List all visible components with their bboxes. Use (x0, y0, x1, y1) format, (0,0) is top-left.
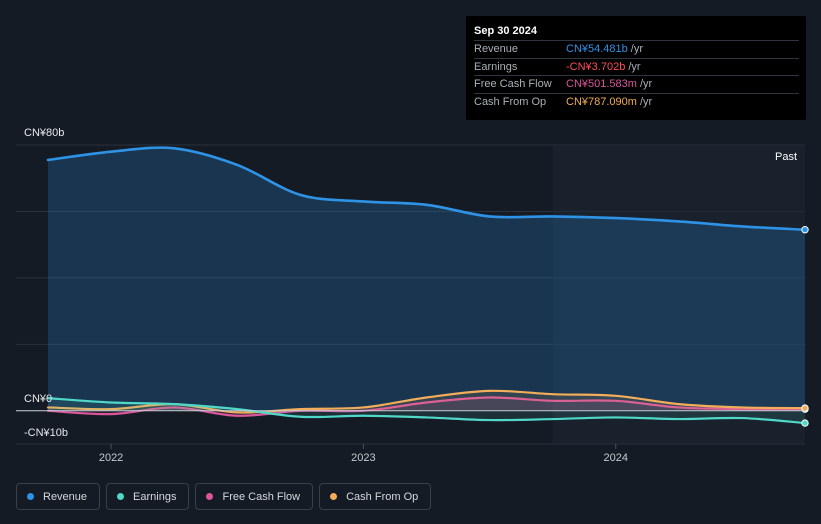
legend-item-revenue[interactable]: Revenue (16, 483, 101, 510)
tooltip-row-free-cash-flow: Free Cash Flow CN¥501.583m /yr (474, 75, 799, 93)
legend-label: Free Cash Flow (222, 490, 301, 503)
earnings-end-point (801, 419, 809, 427)
x-axis-label: 2022 (99, 452, 123, 464)
series-layer (46, 146, 809, 427)
tooltip-label: Free Cash Flow (474, 78, 552, 91)
x-axis-label: 2023 (351, 452, 375, 464)
legend: Revenue Earnings Free Cash Flow Cash Fro… (16, 483, 432, 510)
tooltip-label: Earnings (474, 60, 518, 73)
legend-dot-icon (330, 493, 338, 500)
tooltip-date: Sep 30 2024 (474, 25, 537, 37)
revenue-area (48, 147, 805, 411)
tooltip-row-revenue: Revenue CN¥54.481b /yr (474, 40, 799, 58)
y-axis-label: -CN¥10b (24, 427, 68, 439)
legend-item-cash-from-op[interactable]: Cash From Op (319, 483, 432, 510)
legend-item-earnings[interactable]: Earnings (106, 483, 190, 510)
tooltip-value: CN¥54.481b (566, 43, 628, 56)
legend-dot-icon (117, 493, 125, 500)
legend-label: Cash From Op (346, 490, 419, 503)
tooltip-value: CN¥501.583m (566, 78, 637, 91)
tooltip-unit: /yr (639, 95, 653, 108)
revenue-end-point (801, 226, 809, 234)
legend-dot-icon (206, 493, 214, 500)
x-axis-labels: 2022 2023 2024 (99, 444, 628, 464)
legend-dot-icon (27, 493, 34, 500)
tooltip-row-cash-from-op: Cash From Op CN¥787.090m /yr (474, 92, 799, 111)
tooltip-label: Revenue (474, 43, 519, 56)
legend-label: Earnings (133, 490, 177, 503)
y-axis-labels: CN¥80b CN¥0 -CN¥10b (24, 127, 68, 439)
tooltip-unit: /yr (628, 60, 641, 73)
tooltip-value: -CN¥3.702b (566, 60, 626, 73)
tooltip-label: Cash From Op (474, 95, 547, 108)
tooltip: Sep 30 2024 Revenue CN¥54.481b /yr Earni… (466, 16, 806, 120)
chart: CN¥80b CN¥0 -CN¥10b 2022 2023 2024 Past (16, 127, 809, 464)
tooltip-unit: /yr (630, 43, 644, 56)
legend-label: Revenue (43, 490, 88, 503)
revenue-line (46, 146, 807, 232)
cash-from-op-end-point (801, 404, 809, 412)
tooltip-unit: /yr (639, 78, 653, 91)
tooltip-row-earnings: Earnings -CN¥3.702b /yr (474, 57, 799, 76)
past-label: Past (775, 151, 797, 163)
free-cash-flow-line (46, 396, 807, 417)
x-axis-label: 2024 (604, 452, 628, 464)
earnings-line (46, 397, 807, 425)
y-axis-label: CN¥80b (24, 127, 64, 139)
tooltip-value: CN¥787.090m (566, 95, 637, 108)
y-axis-label: CN¥0 (24, 393, 52, 405)
legend-item-free-cash-flow[interactable]: Free Cash Flow (195, 483, 314, 510)
